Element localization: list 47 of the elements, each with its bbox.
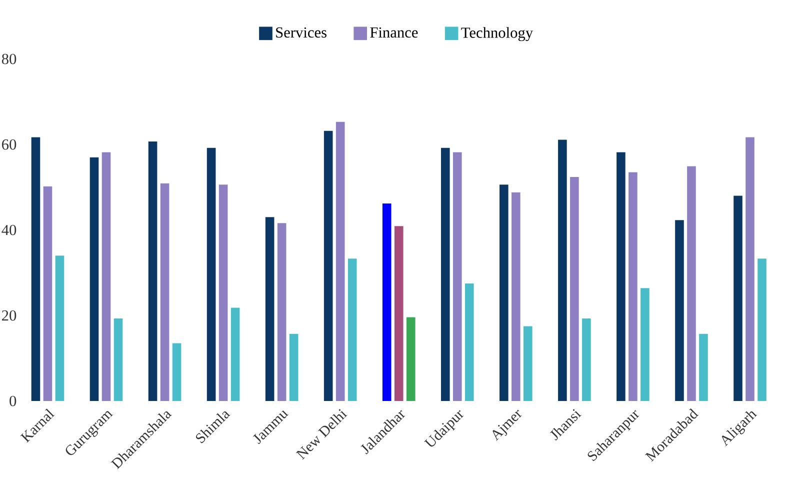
legend-label: Services	[276, 27, 326, 38]
bar	[734, 196, 742, 401]
bar	[55, 256, 64, 401]
bar	[640, 288, 650, 401]
bar	[558, 140, 567, 401]
bar	[512, 192, 520, 401]
y-tick-label: 40	[2, 224, 16, 236]
bar	[90, 157, 99, 401]
bar	[31, 137, 40, 401]
bar	[452, 152, 462, 401]
bar	[687, 166, 696, 401]
bar	[582, 318, 591, 401]
bar	[382, 203, 392, 401]
y-tick-label: 80	[2, 54, 16, 64]
bar	[277, 223, 286, 401]
bar	[675, 220, 684, 401]
bar	[289, 334, 298, 401]
bar	[699, 334, 708, 401]
bar	[524, 326, 532, 401]
bar	[102, 152, 111, 401]
bar	[218, 184, 228, 401]
bar	[148, 142, 158, 401]
bar	[230, 308, 240, 401]
bar	[206, 148, 216, 401]
y-tick-label: 0	[10, 396, 16, 406]
bar	[43, 186, 52, 401]
y-tick-label: 60	[2, 139, 16, 150]
bar	[500, 184, 508, 401]
bar	[114, 318, 123, 401]
bar	[406, 317, 416, 401]
bar	[336, 122, 345, 401]
legend-label: Finance	[370, 27, 418, 38]
bar	[440, 148, 450, 401]
legend-label: Technology	[461, 27, 534, 42]
bar	[394, 226, 404, 401]
bar	[348, 258, 357, 401]
bar	[265, 217, 274, 401]
bar	[628, 172, 638, 401]
y-tick-label: 20	[2, 310, 16, 321]
bar	[758, 258, 766, 401]
bar	[570, 176, 579, 401]
bar	[324, 130, 333, 401]
bar	[160, 183, 170, 401]
bar	[172, 343, 182, 401]
bar	[464, 283, 474, 401]
bar	[746, 137, 754, 401]
bar	[616, 152, 626, 401]
